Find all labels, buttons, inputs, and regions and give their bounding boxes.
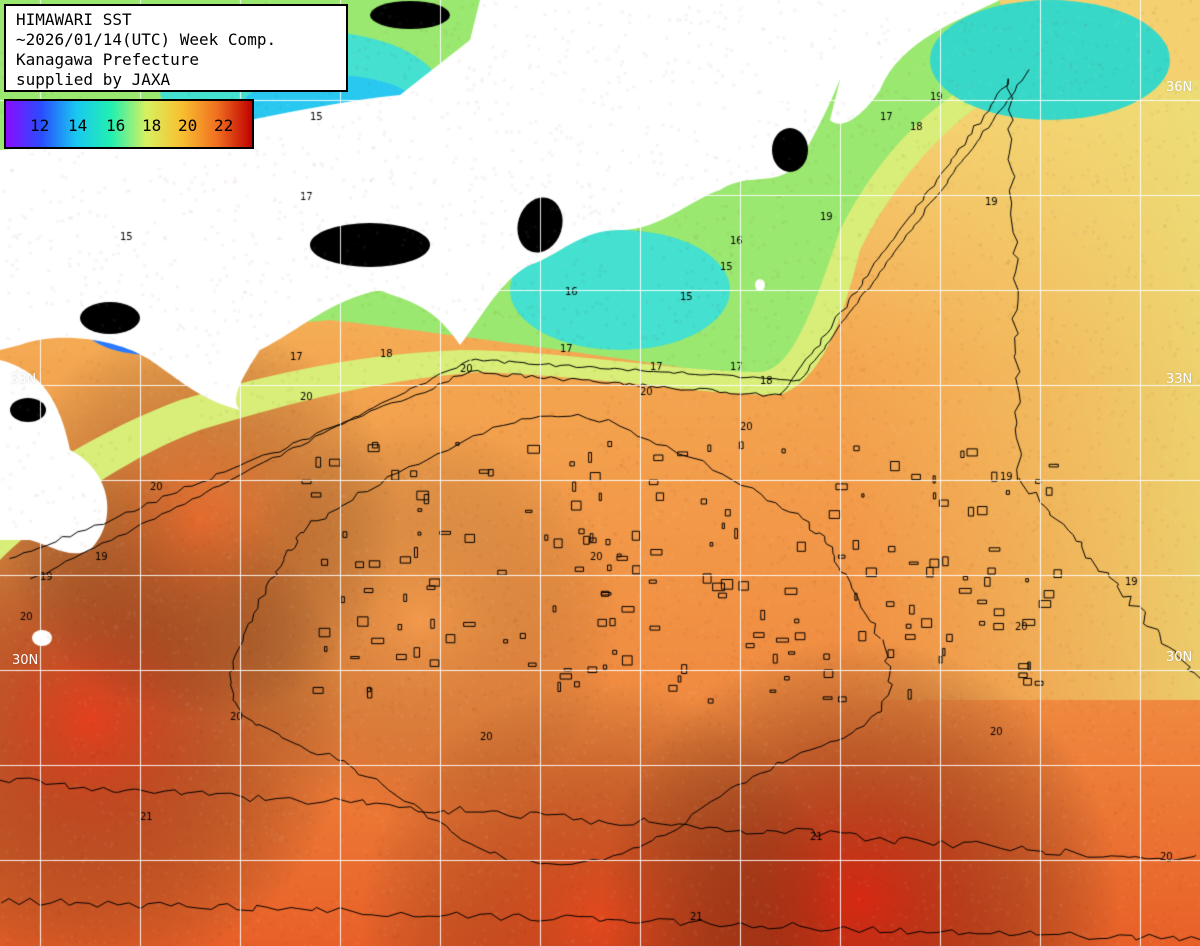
lat-label: 33N <box>1166 372 1192 387</box>
legend-tick: 18 <box>142 116 161 135</box>
legend-tick: 14 <box>68 116 87 135</box>
lat-label: 33N <box>10 372 36 387</box>
lat-label: 30N <box>12 653 38 668</box>
title-box: HIMAWARI SST ~2026/01/14(UTC) Week Comp.… <box>4 4 348 92</box>
lat-label: 36N <box>1166 80 1192 95</box>
legend-tick: 12 <box>30 116 49 135</box>
legend-tick: 16 <box>106 116 125 135</box>
title-line-3: Kanagawa Prefecture <box>16 50 336 70</box>
temperature-legend: 12 14 16 18 20 22 <box>4 99 254 149</box>
legend-tick: 22 <box>214 116 233 135</box>
title-line-4: supplied by JAXA <box>16 70 336 90</box>
title-line-1: HIMAWARI SST <box>16 10 336 30</box>
title-line-2: ~2026/01/14(UTC) Week Comp. <box>16 30 336 50</box>
lat-label: 30N <box>1166 650 1192 665</box>
legend-tick: 20 <box>178 116 197 135</box>
